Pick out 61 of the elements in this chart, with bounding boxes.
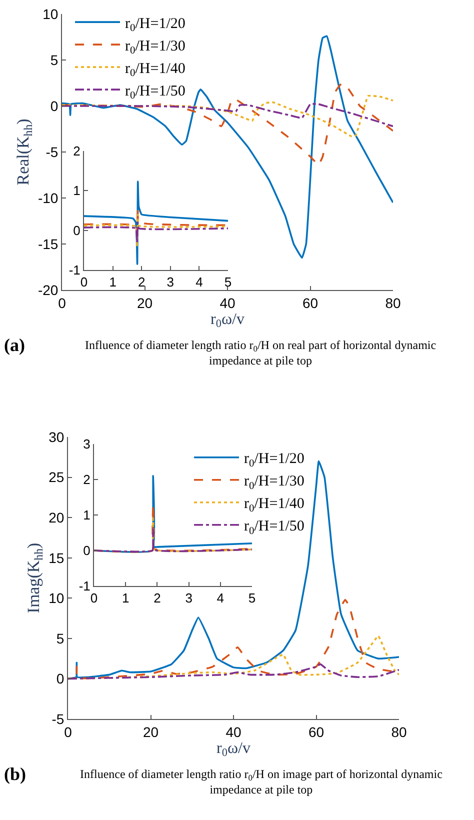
x-tick-label: 2 [138,274,146,290]
y-tick-label: -5 [52,710,64,727]
x-tick-label: 3 [166,274,174,290]
text: (a) [4,335,25,355]
x-tick-label: 40 [226,724,242,740]
x-tick-label: 5 [224,274,232,290]
text: Influence of diameter length ratio r$_{0}$/H on real part of horizontal dynamic impedance at pile top [85,338,436,368]
legend-label: r$_{0}$/H=1/50 [244,518,304,537]
x-tick-label: 60 [302,294,318,311]
y-tick-label: 1 [73,183,80,198]
x-tick-label: 80 [391,724,407,740]
x-tick-label: 4 [196,274,203,290]
y-tick-label: 10 [48,590,64,606]
line-series [68,663,399,680]
y-tick-label: 25 [48,469,64,486]
x-tick-label: 4 [216,590,224,606]
legend-label: r$_{0}$/H=1/50 [125,83,186,102]
y-tick-label: -5 [46,144,58,160]
line-series [62,35,393,259]
x-tick-label: 5 [248,590,256,606]
text: Influence of diameter length ratio r$_{0}$/H on image part of horizontal dynamic impedance at pile top [80,767,442,797]
legend-label: r$_{0}$/H=1/40 [244,496,304,514]
legend-label: r$_{0}$/H=1/30 [244,474,304,492]
y-tick-label: -1 [68,262,80,278]
line-series [84,222,228,244]
x-tick-label: 60 [308,724,324,740]
y-tick-label: 30 [48,428,64,445]
legend-label: r$_{0}$/H=1/20 [125,16,186,34]
x-tick-label: 2 [154,590,161,606]
y-tick-label: 5 [50,52,58,68]
x-tick-label: 1 [122,590,130,606]
legend-label: r$_{0}$/H=1/40 [125,60,186,80]
y-tick-label: 15 [48,550,64,566]
y-tick-label: 2 [73,144,80,159]
x-tick-label: 20 [136,294,153,311]
y-tick-label: -20 [38,282,58,298]
y-tick-label: 10 [42,6,58,22]
x-axis-title: r$_{0}$ω/v [210,310,244,330]
y-tick-label: -10 [38,190,58,206]
line-series [62,103,393,128]
y-tick-label: 2 [83,472,90,488]
y-tick-label: 3 [83,436,90,452]
x-tick-label: 80 [385,294,401,311]
x-tick-label: 1 [109,274,116,290]
x-tick-label: 20 [142,724,159,740]
legend-label: r$_{0}$/H=1/30 [125,38,186,57]
x-tick-label: 40 [220,294,236,311]
y-tick-label: 20 [48,509,64,526]
y-tick-label: 0 [50,98,58,114]
y-tick-label: 0 [56,670,64,687]
y-tick-label: 0 [83,543,90,558]
y-tick-label: -15 [38,236,58,252]
y-tick-label: -1 [78,578,90,594]
y-tick-label: 0 [73,222,80,238]
x-axis-title: r$_{0}$ω/v [216,740,250,760]
y-tick-label: 5 [56,630,64,646]
line-series [84,180,228,265]
legend-label: r$_{0}$/H=1/20 [244,451,304,470]
x-tick-label: 3 [185,590,192,606]
text: (b) [4,764,26,784]
y-tick-label: 1 [83,508,90,523]
